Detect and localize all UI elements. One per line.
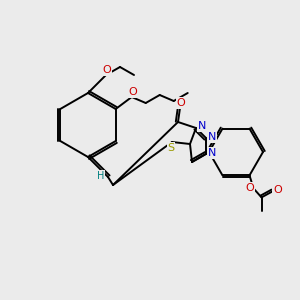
Text: N: N [198,121,206,131]
Text: N: N [208,132,216,142]
Text: O: O [103,65,111,75]
Text: N: N [208,148,216,158]
Text: H: H [97,171,105,181]
Text: O: O [177,98,185,108]
Text: O: O [273,185,282,195]
Text: O: O [245,183,254,194]
Text: O: O [128,87,137,97]
Text: S: S [167,143,175,153]
